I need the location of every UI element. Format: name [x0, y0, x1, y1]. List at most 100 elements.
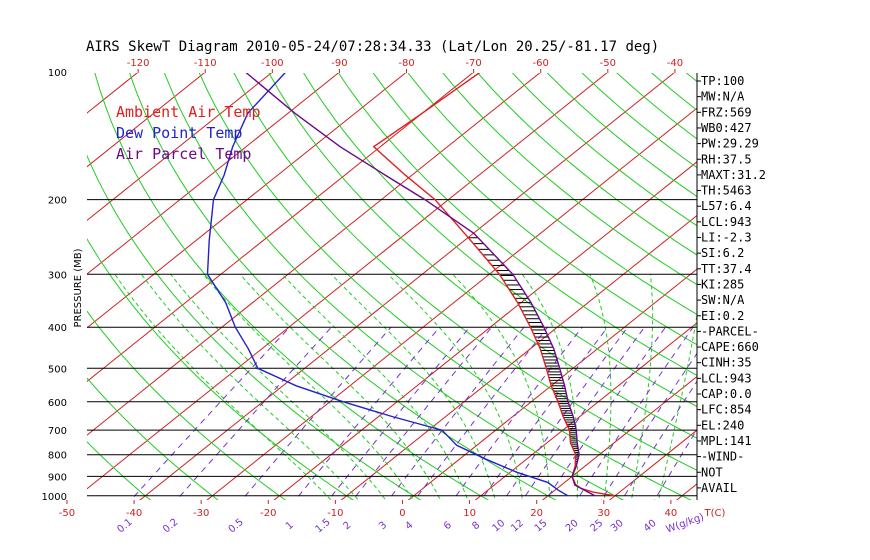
- dry-adiabat-line: [337, 73, 697, 377]
- background-grid: [0, 72, 870, 505]
- dry-adiabat-line: [790, 72, 870, 505]
- pressure-tick-label: 100: [48, 68, 67, 79]
- isotherm-line: [87, 73, 608, 490]
- dry-adiabat-line: [442, 73, 697, 286]
- isotherm-line: [407, 268, 697, 500]
- dry-adiabat-line: [650, 73, 697, 111]
- mixing-ratio-line: [414, 326, 548, 500]
- dry-adiabat-line: [755, 72, 870, 505]
- isotherm-line: [608, 429, 697, 500]
- index-label: LI:-2.3: [701, 231, 752, 245]
- bottom-temp-tick-label: -50: [59, 508, 75, 519]
- dry-adiabat-line: [268, 73, 697, 439]
- mixing-ratio-line: [352, 326, 493, 500]
- mixing-ratio-line: [503, 326, 629, 500]
- isotherm-line: [87, 73, 541, 436]
- isotherm-line: [206, 107, 697, 500]
- legend-entry: Air Parcel Temp: [116, 145, 251, 163]
- pressure-tick-label: 800: [48, 451, 67, 462]
- index-label: LFC:854: [701, 403, 752, 417]
- mixing-ratio-tick-label: 12: [509, 518, 526, 535]
- mixing-ratio-tick-label: 6: [442, 520, 454, 533]
- moist-adiabat-line: [589, 274, 612, 500]
- dry-adiabat-line: [511, 73, 697, 227]
- mixing-ratio-tick-label: 0.2: [161, 517, 180, 536]
- pressure-tick-label: 1000: [42, 492, 67, 503]
- moist-adiabat-line: [141, 274, 359, 500]
- bottom-temp-tick-label: 30: [597, 508, 610, 519]
- axes: 1002003004005006007008009001000PRESSURE …: [42, 58, 726, 536]
- index-label: RH:37.5: [701, 152, 752, 166]
- dry-adiabat-line: [372, 73, 697, 346]
- pressure-tick-label: 700: [48, 426, 67, 437]
- index-label: SW:N/A: [701, 293, 745, 307]
- dry-adiabat-line: [87, 377, 219, 500]
- dry-adiabat-line: [303, 73, 697, 408]
- mixing-ratio-line: [654, 428, 697, 500]
- index-label: CAPE:660: [701, 340, 759, 354]
- mixing-ratio-line: [576, 326, 694, 500]
- moist-adiabat-line: [239, 273, 442, 500]
- isotherm-line: [87, 73, 205, 168]
- mixing-ratio-line: [241, 326, 392, 500]
- moist-adiabat-line: [170, 273, 387, 500]
- index-label: AVAIL: [701, 481, 737, 495]
- index-label: WB0:427: [701, 121, 752, 135]
- mixing-ratio-tick-label: 0.1: [115, 517, 134, 536]
- index-label: EL:240: [701, 418, 744, 432]
- moist-adiabat-line: [521, 274, 579, 500]
- index-label: -WIND-: [701, 450, 744, 464]
- isotherm-line: [474, 322, 697, 500]
- index-label: -PARCEL-: [701, 324, 759, 338]
- mixing-ratio-line: [452, 326, 583, 500]
- top-temp-tick-label: -100: [261, 58, 284, 69]
- mixing-ratio-tick-label: 25: [588, 518, 605, 535]
- x-axis-label: T(C): [704, 508, 726, 519]
- index-label: FRZ:569: [701, 105, 752, 119]
- bottom-temp-tick-label: -40: [126, 508, 142, 519]
- isotherm-line: [541, 375, 697, 500]
- bottom-temp-tick-label: 20: [530, 508, 543, 519]
- mixing-ratio-tick-label: 10: [490, 518, 507, 535]
- index-label: TT:37.4: [701, 262, 752, 276]
- dew-point-temp-line: [206, 73, 569, 497]
- bottom-temp-tick-label: 40: [665, 508, 678, 519]
- mixing-ratio-line: [387, 326, 525, 500]
- top-temp-tick-label: -60: [533, 58, 549, 69]
- dry-adiabat-line: [87, 441, 152, 500]
- isotherm-line: [87, 73, 340, 275]
- moist-adiabat-line: [281, 273, 469, 500]
- index-label: MW:N/A: [701, 90, 745, 104]
- isotherm-line: [0, 72, 4, 505]
- bottom-temp-tick-label: -10: [327, 508, 343, 519]
- mixing-ratio-tick-label: 30: [609, 518, 626, 535]
- top-temp-tick-label: -40: [667, 58, 683, 69]
- top-temp-tick-label: -70: [465, 58, 481, 69]
- pressure-tick-label: 400: [48, 323, 67, 334]
- mixing-ratio-line: [175, 326, 332, 500]
- bottom-temp-tick-label: 0: [399, 508, 405, 519]
- moist-adiabat-line: [657, 311, 697, 500]
- index-label: TP:100: [701, 74, 744, 88]
- moist-adiabat-line: [630, 274, 654, 500]
- index-label: EI:0.2: [701, 309, 744, 323]
- air-parcel-temp-line: [245, 73, 596, 497]
- moist-adiabat-line: [330, 273, 496, 500]
- isotherm-line: [273, 161, 697, 500]
- dry-adiabat-line: [407, 73, 697, 316]
- index-label: CAP:0.0: [701, 387, 752, 401]
- index-label: PW:29.29: [701, 137, 759, 151]
- bottom-temp-tick-label: -20: [260, 508, 276, 519]
- mixing-ratio-tick-label: 40: [642, 518, 659, 535]
- mixing-ratio-line: [600, 352, 697, 500]
- top-temp-tick-label: -50: [600, 58, 616, 69]
- mixing-ratio-line: [327, 326, 471, 500]
- mixing-ratio-tick-label: 0.5: [227, 517, 246, 536]
- top-temp-tick-label: -80: [398, 58, 414, 69]
- profile-lines: [206, 73, 616, 497]
- index-label: SI:6.2: [701, 246, 744, 260]
- bottom-temp-tick-label: -30: [193, 508, 209, 519]
- dry-adiabat-line: [87, 154, 422, 500]
- index-label: MAXT:31.2: [701, 168, 766, 182]
